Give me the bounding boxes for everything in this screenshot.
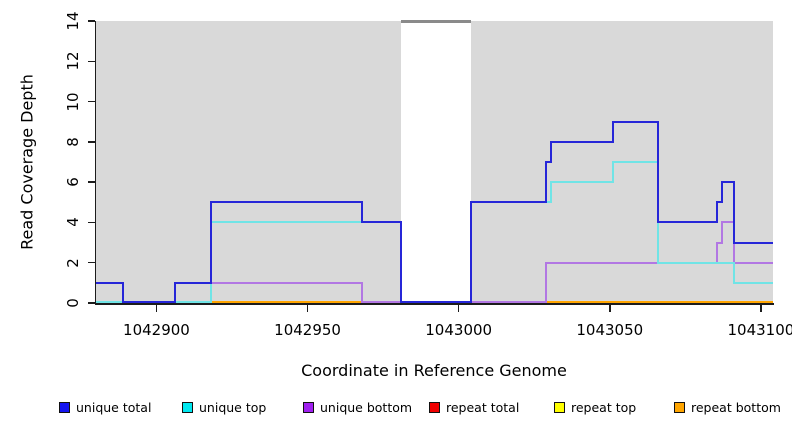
y-tick-label: 14 bbox=[64, 11, 82, 31]
y-tick bbox=[88, 221, 95, 224]
series-line-unique-total bbox=[123, 301, 175, 303]
x-tick bbox=[609, 304, 611, 312]
y-tick bbox=[88, 302, 95, 304]
series-line-unique-top bbox=[732, 261, 735, 284]
y-tick-label: 8 bbox=[64, 137, 82, 147]
series-line-unique-total bbox=[173, 281, 176, 304]
x-axis-title: Coordinate in Reference Genome bbox=[301, 361, 567, 380]
series-line-unique-bottom bbox=[545, 261, 548, 304]
series-line-unique-total bbox=[470, 201, 547, 204]
series-line-unique-total bbox=[721, 181, 734, 184]
y-tick bbox=[88, 141, 95, 143]
series-line-unique-total bbox=[361, 221, 402, 224]
legend-label: repeat top bbox=[571, 400, 637, 415]
series-line-unique-total bbox=[658, 221, 718, 224]
y-tick bbox=[88, 60, 95, 63]
x-tick-label: 1042950 bbox=[274, 321, 341, 339]
series-line-unique-top bbox=[658, 261, 734, 264]
y-tick-label: 0 bbox=[64, 298, 82, 308]
y-axis-line bbox=[94, 20, 96, 304]
series-line-unique-total bbox=[469, 201, 472, 304]
y-tick-label: 12 bbox=[64, 51, 82, 71]
x-tick bbox=[760, 304, 762, 312]
series-line-unique-top bbox=[611, 161, 614, 184]
series-line-unique-top bbox=[210, 221, 402, 224]
series-line-unique-total bbox=[733, 241, 773, 244]
legend-swatch bbox=[429, 402, 440, 413]
series-line-unique-bottom bbox=[716, 241, 719, 264]
series-line-unique-total bbox=[401, 301, 471, 303]
y-tick-label: 4 bbox=[64, 217, 82, 228]
legend-label: repeat bottom bbox=[691, 400, 781, 415]
y-tick-label: 10 bbox=[64, 92, 82, 112]
series-line-unique-total bbox=[612, 120, 659, 123]
y-tick bbox=[88, 100, 95, 103]
y-axis-title: Read Coverage Depth bbox=[17, 74, 37, 250]
series-line-unique-total bbox=[546, 161, 551, 163]
masked-region bbox=[401, 21, 471, 303]
legend-label: unique total bbox=[76, 400, 152, 415]
series-line-unique-bottom bbox=[717, 241, 722, 244]
x-tick-label: 1043100 bbox=[727, 321, 792, 339]
legend-swatch bbox=[182, 402, 193, 413]
legend-swatch bbox=[59, 402, 70, 413]
series-line-unique-total bbox=[400, 221, 403, 304]
series-line-unique-top bbox=[612, 161, 659, 163]
legend: unique total unique top unique bottom repea… bbox=[0, 396, 792, 422]
series-line-unique-total bbox=[717, 201, 722, 204]
series-line-unique-total bbox=[549, 140, 552, 163]
series-line-unique-total bbox=[720, 181, 723, 204]
series-line-unique-bottom bbox=[733, 261, 773, 264]
x-tick bbox=[457, 304, 460, 312]
legend-label: repeat total bbox=[446, 400, 520, 415]
legend-swatch bbox=[674, 402, 685, 413]
series-line-unique-total bbox=[174, 281, 211, 284]
series-line-unique-total bbox=[545, 161, 548, 204]
plot-area bbox=[96, 20, 773, 304]
series-line-unique-total bbox=[550, 140, 613, 143]
series-line-unique-top bbox=[733, 281, 773, 284]
series-line-unique-bottom bbox=[721, 221, 734, 224]
x-tick-label: 1043000 bbox=[425, 321, 493, 339]
y-tick bbox=[88, 20, 95, 22]
series-line-unique-total bbox=[360, 201, 363, 224]
series-line-unique-total bbox=[611, 120, 614, 143]
x-tick-label: 1042900 bbox=[123, 321, 190, 339]
series-line-unique-bottom bbox=[720, 221, 723, 244]
x-tick-label: 1043050 bbox=[576, 321, 644, 339]
y-tick-label: 2 bbox=[64, 257, 82, 268]
series-line-unique-top bbox=[550, 181, 613, 184]
x-tick bbox=[155, 304, 158, 312]
legend-label: unique top bbox=[199, 400, 267, 415]
series-line-unique-total bbox=[657, 120, 660, 224]
series-line-unique-total bbox=[210, 201, 362, 204]
legend-swatch bbox=[303, 402, 314, 413]
y-tick bbox=[88, 181, 95, 183]
series-line-unique-top bbox=[549, 181, 552, 204]
series-line-unique-total bbox=[716, 201, 719, 224]
y-tick bbox=[88, 261, 95, 264]
series-line-unique-bottom bbox=[546, 261, 718, 264]
y-tick-label: 6 bbox=[64, 177, 82, 187]
series-line-unique-bottom bbox=[174, 281, 362, 284]
masked-region-top-line bbox=[401, 20, 471, 23]
legend-label: unique bottom bbox=[320, 400, 413, 415]
x-axis-line bbox=[94, 303, 774, 305]
series-line-unique-total bbox=[96, 281, 124, 284]
series-line-unique-total bbox=[732, 181, 735, 244]
series-line-unique-bottom bbox=[360, 281, 363, 304]
series-line-unique-total bbox=[122, 281, 125, 304]
legend-swatch bbox=[554, 402, 565, 413]
series-line-unique-total bbox=[209, 201, 212, 284]
x-tick bbox=[306, 304, 309, 312]
